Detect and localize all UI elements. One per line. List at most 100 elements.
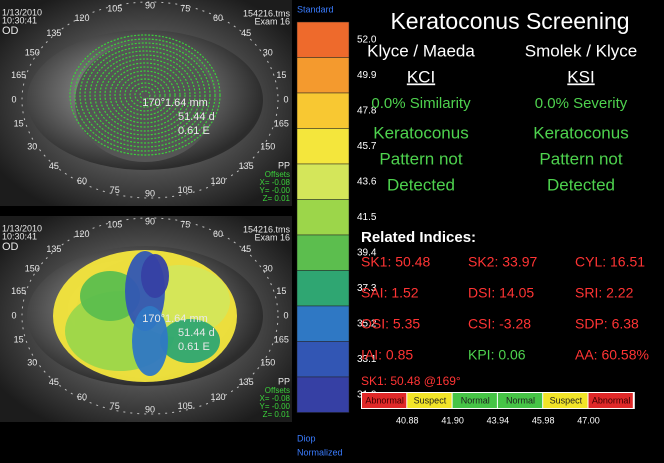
method-result: 0.0% Severity xyxy=(535,95,628,112)
angle-label: 15 xyxy=(276,286,286,296)
angle-label: 105 xyxy=(107,4,122,14)
angle-label: 135 xyxy=(46,28,61,38)
angle-label: 165 xyxy=(274,119,289,129)
offset: Z= 0.01 xyxy=(263,410,291,419)
method-index: KSI xyxy=(567,67,594,86)
angle-label: 135 xyxy=(239,377,254,387)
angle-label: 90 xyxy=(145,0,155,10)
angle-label: 45 xyxy=(241,244,251,254)
angle-label: 15 xyxy=(14,119,24,129)
method-authors: Klyce / Maeda xyxy=(367,41,475,60)
angle-label: 15 xyxy=(14,335,24,345)
power: 51.44 d xyxy=(178,327,215,339)
scale-swatch xyxy=(297,235,349,271)
angle-label: 135 xyxy=(46,244,61,254)
method-verdict: Keratoconus xyxy=(533,123,628,142)
angle-label: 45 xyxy=(241,28,251,38)
scale-label: 45.7 xyxy=(357,141,377,152)
range-label: Suspect xyxy=(414,395,447,405)
scale-label: 49.9 xyxy=(357,70,377,81)
range-label: Abnormal xyxy=(592,395,631,405)
cutoff-label: 43.94 xyxy=(487,415,510,425)
index-value: KPI: 0.06 xyxy=(468,347,526,363)
scale-swatch xyxy=(297,271,349,307)
index-value: OSI: 5.35 xyxy=(361,316,420,332)
time: 10:30:41 xyxy=(2,231,37,241)
scale-swatch xyxy=(297,342,349,378)
angle-label: 60 xyxy=(213,229,223,239)
angle-label: 135 xyxy=(239,161,254,171)
scale-swatch xyxy=(297,200,349,236)
index-value: AA: 60.58% xyxy=(575,347,649,363)
screening-title: Keratoconus Screening xyxy=(390,8,629,34)
scale-swatch xyxy=(297,377,349,413)
angle-label: 120 xyxy=(210,392,225,402)
index-value: CYL: 16.51 xyxy=(575,254,645,270)
angle-label: 105 xyxy=(178,185,193,195)
angle-label: 75 xyxy=(110,185,120,195)
pp-label: PP xyxy=(278,160,290,170)
angle-label: 0 xyxy=(283,310,288,320)
scale-swatch xyxy=(297,93,349,129)
scale-swatch xyxy=(297,22,349,58)
angle-label: 0 xyxy=(283,94,288,104)
pp-label: PP xyxy=(278,376,290,386)
eye-side: OD xyxy=(2,241,19,253)
angle-label: 165 xyxy=(11,286,26,296)
method-verdict: Detected xyxy=(387,175,455,194)
cutoff-label: 47.00 xyxy=(577,415,600,425)
scale-unit: Diop xyxy=(297,433,316,443)
scale-label: 41.5 xyxy=(357,212,377,223)
method-verdict: Pattern not xyxy=(539,149,622,168)
scale-header: Standard xyxy=(297,4,334,14)
index-value: SK2: 33.97 xyxy=(468,254,537,270)
range-label: Suspect xyxy=(550,395,583,405)
eccentricity: 0.61 E xyxy=(178,125,210,137)
index-value: CSI: -3.28 xyxy=(468,316,531,332)
angle-label: 150 xyxy=(260,141,275,151)
scale-mode: Normalized xyxy=(297,447,343,457)
angle-label: 60 xyxy=(77,392,87,402)
angle-label: 30 xyxy=(263,263,273,273)
offset: Z= 0.01 xyxy=(263,194,291,203)
angle-label: 150 xyxy=(260,357,275,367)
index-value: SAI: 1.52 xyxy=(361,285,419,301)
axis-angle: 170° xyxy=(142,97,165,109)
index-value: SDP: 6.38 xyxy=(575,316,639,332)
angle-label: 90 xyxy=(145,404,155,414)
angle-label: 150 xyxy=(25,47,40,57)
index-value: SK1: 50.48 xyxy=(361,254,430,270)
eccentricity: 0.61 E xyxy=(178,341,210,353)
exam-number: Exam 16 xyxy=(254,232,290,242)
angle-label: 150 xyxy=(25,263,40,273)
angle-label: 0 xyxy=(11,94,16,104)
angle-label: 105 xyxy=(107,220,122,230)
method-index: KCI xyxy=(407,67,435,86)
time: 10:30:41 xyxy=(2,15,37,25)
topography-map: 0153045607590105120135150165015304560759… xyxy=(0,216,292,422)
method-verdict: Keratoconus xyxy=(373,123,468,142)
cutoff-label: 40.88 xyxy=(396,415,419,425)
method-authors: Smolek / Klyce xyxy=(525,41,637,60)
scale-swatch xyxy=(297,58,349,94)
angle-label: 0 xyxy=(11,310,16,320)
index-value: DSI: 14.05 xyxy=(468,285,534,301)
scale-swatch xyxy=(297,129,349,165)
angle-label: 165 xyxy=(11,70,26,80)
method-verdict: Pattern not xyxy=(379,149,462,168)
angle-label: 120 xyxy=(210,176,225,186)
angle-label: 45 xyxy=(49,161,59,171)
index-value: SRI: 2.22 xyxy=(575,285,634,301)
angle-label: 105 xyxy=(178,401,193,411)
angle-label: 30 xyxy=(27,141,37,151)
scale-swatch xyxy=(297,306,349,342)
cutoff-label: 45.98 xyxy=(532,415,555,425)
angle-label: 75 xyxy=(180,220,190,230)
related-title: Related Indices: xyxy=(361,229,476,246)
topography-map: 0153045607590105120135150165015304560759… xyxy=(0,0,292,206)
angle-label: 75 xyxy=(110,401,120,411)
angle-label: 30 xyxy=(263,47,273,57)
method-verdict: Detected xyxy=(547,175,615,194)
axis-angle: 170° xyxy=(142,313,165,325)
distance: 1.64 mm xyxy=(165,97,208,109)
